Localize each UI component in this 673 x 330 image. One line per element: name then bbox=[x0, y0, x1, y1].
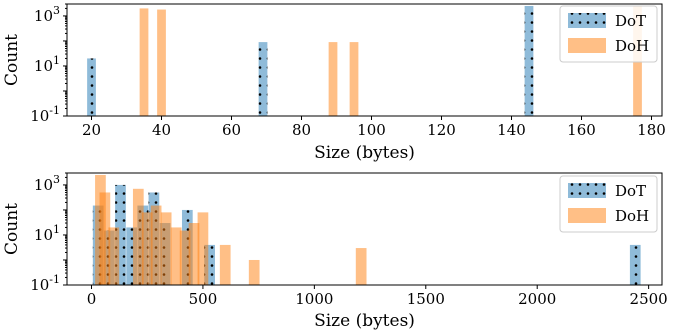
x-tick-label: 80 bbox=[292, 121, 311, 139]
dot-bar-hatch bbox=[524, 5, 534, 116]
y-tick-label: 10-1 bbox=[30, 273, 60, 294]
doh-bar bbox=[157, 9, 166, 116]
x-axis-label: Size (bytes) bbox=[314, 143, 415, 163]
x-tick-label: 120 bbox=[427, 121, 456, 139]
doh-bar bbox=[197, 212, 209, 285]
y-axis: 10-1 101 103 bbox=[30, 172, 67, 294]
y-tick-label: 101 bbox=[34, 223, 60, 244]
doh-bar bbox=[355, 248, 367, 285]
doh-bar bbox=[139, 8, 149, 116]
dot-legend-label: DoT bbox=[615, 182, 646, 200]
x-tick-label: 2500 bbox=[630, 290, 668, 308]
doh-bar bbox=[132, 188, 144, 285]
doh-bar bbox=[219, 244, 231, 285]
x-tick-label: 2000 bbox=[518, 290, 556, 308]
y-tick-label: 101 bbox=[34, 54, 60, 75]
y-tick-label: 10-1 bbox=[30, 104, 60, 125]
bars bbox=[87, 5, 642, 116]
dot-bar-hatch bbox=[204, 244, 215, 285]
doh-bar bbox=[141, 212, 153, 285]
dot-bar-hatch bbox=[258, 42, 268, 116]
x-axis-label: Size (bytes) bbox=[314, 311, 415, 330]
x-tick-label: 20 bbox=[82, 121, 101, 139]
y-tick-label: 103 bbox=[34, 173, 60, 194]
doh-bar bbox=[328, 42, 338, 116]
x-tick-label: 1000 bbox=[295, 290, 333, 308]
dot-legend-hatch bbox=[568, 13, 606, 28]
x-axis: 0 500 1000 1500 2000 2500 bbox=[87, 285, 668, 308]
doh-bar bbox=[108, 227, 120, 285]
doh-bar bbox=[179, 230, 191, 285]
doh-bar bbox=[170, 227, 182, 285]
doh-bar bbox=[160, 212, 172, 285]
doh-bar bbox=[150, 205, 162, 285]
x-axis: 20 40 60 80 100 120 140 160 180 bbox=[82, 116, 666, 139]
x-tick-label: 40 bbox=[152, 121, 171, 139]
doh-legend-label: DoH bbox=[615, 37, 649, 55]
x-tick-label: 60 bbox=[222, 121, 241, 139]
dot-legend-hatch bbox=[568, 183, 606, 198]
axes-frame bbox=[66, 172, 663, 286]
x-tick-label: 500 bbox=[189, 290, 218, 308]
y-axis-label: Count bbox=[2, 34, 22, 86]
x-tick-label: 140 bbox=[497, 121, 526, 139]
bars bbox=[92, 174, 641, 285]
y-axis: 10-1 101 103 bbox=[30, 3, 67, 125]
x-tick-label: 1500 bbox=[407, 290, 445, 308]
y-tick-label: 103 bbox=[34, 4, 60, 25]
doh-bar bbox=[99, 192, 111, 285]
x-tick-label: 160 bbox=[567, 121, 596, 139]
axes-frame bbox=[66, 3, 663, 117]
doh-bar bbox=[349, 42, 359, 116]
doh-bar bbox=[188, 223, 200, 285]
dot-legend-label: DoT bbox=[615, 12, 646, 30]
doh-legend-swatch bbox=[568, 208, 606, 223]
dot-bar-hatch bbox=[87, 58, 96, 116]
dot-bar-hatch bbox=[629, 244, 641, 285]
dot-bar-hatch bbox=[126, 227, 137, 285]
doh-legend-label: DoH bbox=[615, 207, 649, 225]
legend: DoT DoH bbox=[559, 5, 658, 63]
dot-bar-hatch bbox=[115, 184, 126, 285]
x-tick-label: 0 bbox=[87, 290, 97, 308]
doh-bar bbox=[248, 259, 260, 285]
legend: DoT DoH bbox=[559, 175, 658, 233]
x-tick-label: 100 bbox=[357, 121, 386, 139]
doh-legend-swatch bbox=[568, 38, 606, 53]
y-axis-label: Count bbox=[2, 203, 22, 255]
x-tick-label: 180 bbox=[637, 121, 666, 139]
